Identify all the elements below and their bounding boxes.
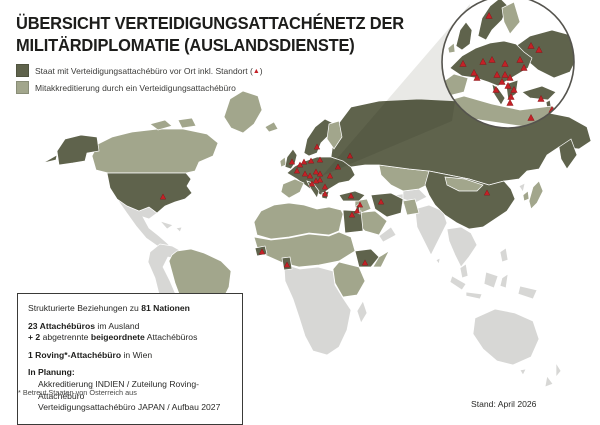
info-planning-label: In Planung:	[28, 367, 75, 378]
office-marker-icon	[485, 11, 493, 19]
map-region-group-co-accredited-overlay	[280, 120, 544, 210]
footnote: * Betreut Staaten von Österreich aus	[18, 388, 137, 397]
office-marker-icon	[288, 158, 296, 165]
office-marker-icon	[307, 157, 315, 164]
office-marker-icon	[504, 81, 512, 89]
office-marker-icon	[377, 198, 385, 205]
office-marker-icon	[459, 59, 467, 67]
map-legend: Staat mit Verteidigungsattachébüro vor O…	[16, 64, 263, 98]
office-marker-icon	[493, 70, 501, 78]
office-marker-icon	[321, 183, 329, 190]
office-marker-icon	[506, 73, 514, 81]
inset-map-markers	[459, 11, 556, 125]
office-marker-icon	[473, 73, 481, 81]
office-marker-icon	[312, 177, 320, 184]
office-marker-icon	[306, 172, 314, 179]
info-planning-line1: Akkreditierung INDIEN / Zuteilung Roving…	[38, 378, 199, 401]
office-marker-icon	[312, 168, 320, 175]
office-marker-icon	[507, 92, 515, 100]
legend-marker-triangle-icon: ▲	[252, 67, 260, 75]
office-marker-icon	[520, 63, 528, 71]
office-marker-icon	[326, 172, 334, 179]
office-marker-icon	[516, 55, 524, 63]
office-marker-icon	[488, 55, 496, 63]
map-region-group-no-relation	[116, 182, 562, 388]
page-title: ÜBERSICHT VERTEIDIGUNGSATTACHÉNETZ DER M…	[16, 12, 404, 56]
office-marker-icon	[293, 167, 301, 174]
office-marker-icon	[313, 143, 321, 150]
office-marker-icon	[492, 85, 500, 93]
info-line-roving: 1 Roving*-Attachébüro in Wien	[28, 349, 153, 360]
office-marker-icon	[510, 85, 518, 93]
legend-item-office-state: Staat mit Verteidigungsattachébüro vor O…	[16, 64, 263, 77]
office-marker-icon	[347, 192, 355, 199]
office-marker-icon	[283, 261, 291, 268]
office-marker-icon	[479, 57, 487, 65]
office-marker-icon	[501, 70, 509, 78]
office-marker-icon	[470, 68, 478, 76]
info-line-offices: 23 Attachébüros im Ausland	[28, 320, 140, 331]
office-marker-icon	[353, 207, 361, 214]
office-marker-icon	[498, 77, 506, 85]
legend-label-co-accreditation: Mitakkreditierung durch ein Verteidigung…	[35, 82, 236, 93]
inset-circle-border	[441, 0, 575, 129]
legend-swatch-light	[16, 81, 29, 94]
magnifier-beam	[322, 4, 470, 176]
office-marker-icon	[308, 180, 316, 187]
office-marker-icon	[361, 259, 369, 266]
office-marker-icon	[316, 156, 324, 163]
info-planning-line2: Verteidigungsattachébüro JAPAN / Aufbau …	[38, 402, 221, 413]
legend-label-office-state: Staat mit Verteidigungsattachébüro vor O…	[35, 65, 263, 76]
legend-item-co-accreditation: Mitakkreditierung durch ein Verteidigung…	[16, 81, 263, 94]
office-marker-icon	[159, 193, 167, 200]
office-marker-icon	[316, 170, 324, 177]
office-marker-icon	[501, 59, 509, 67]
office-marker-icon	[316, 176, 324, 183]
page-title-line1: ÜBERSICHT VERTEIDIGUNGSATTACHÉNETZ DER	[16, 13, 404, 33]
office-marker-icon	[506, 98, 514, 106]
info-line-nations: Strukturierte Beziehungen zu 81 Nationen	[28, 303, 190, 313]
status-date: Stand: April 2026	[471, 399, 537, 409]
office-marker-icon	[348, 211, 356, 218]
office-marker-icon	[300, 158, 308, 165]
page-title-line2: MILITÄRDIPLOMATIE (AUSLANDSDIENSTE)	[16, 35, 355, 55]
black-sea	[519, 73, 537, 81]
office-marker-icon	[301, 170, 309, 177]
office-marker-icon	[535, 45, 543, 53]
office-marker-icon	[321, 190, 329, 197]
info-line-assigned-offices: + 2 abgetrennte beigeordnete Attachébüro…	[28, 332, 198, 343]
office-marker-icon	[527, 41, 535, 49]
statistics-info-box: Strukturierte Beziehungen zu 81 Nationen…	[17, 293, 243, 425]
office-marker-icon	[483, 189, 491, 196]
europe-inset	[442, 0, 574, 128]
legend-swatch-dark	[16, 64, 29, 77]
office-marker-icon	[296, 161, 304, 168]
office-marker-icon	[537, 94, 545, 102]
office-marker-icon	[258, 248, 266, 255]
office-marker-icon	[527, 113, 535, 121]
office-marker-icon	[356, 201, 364, 208]
